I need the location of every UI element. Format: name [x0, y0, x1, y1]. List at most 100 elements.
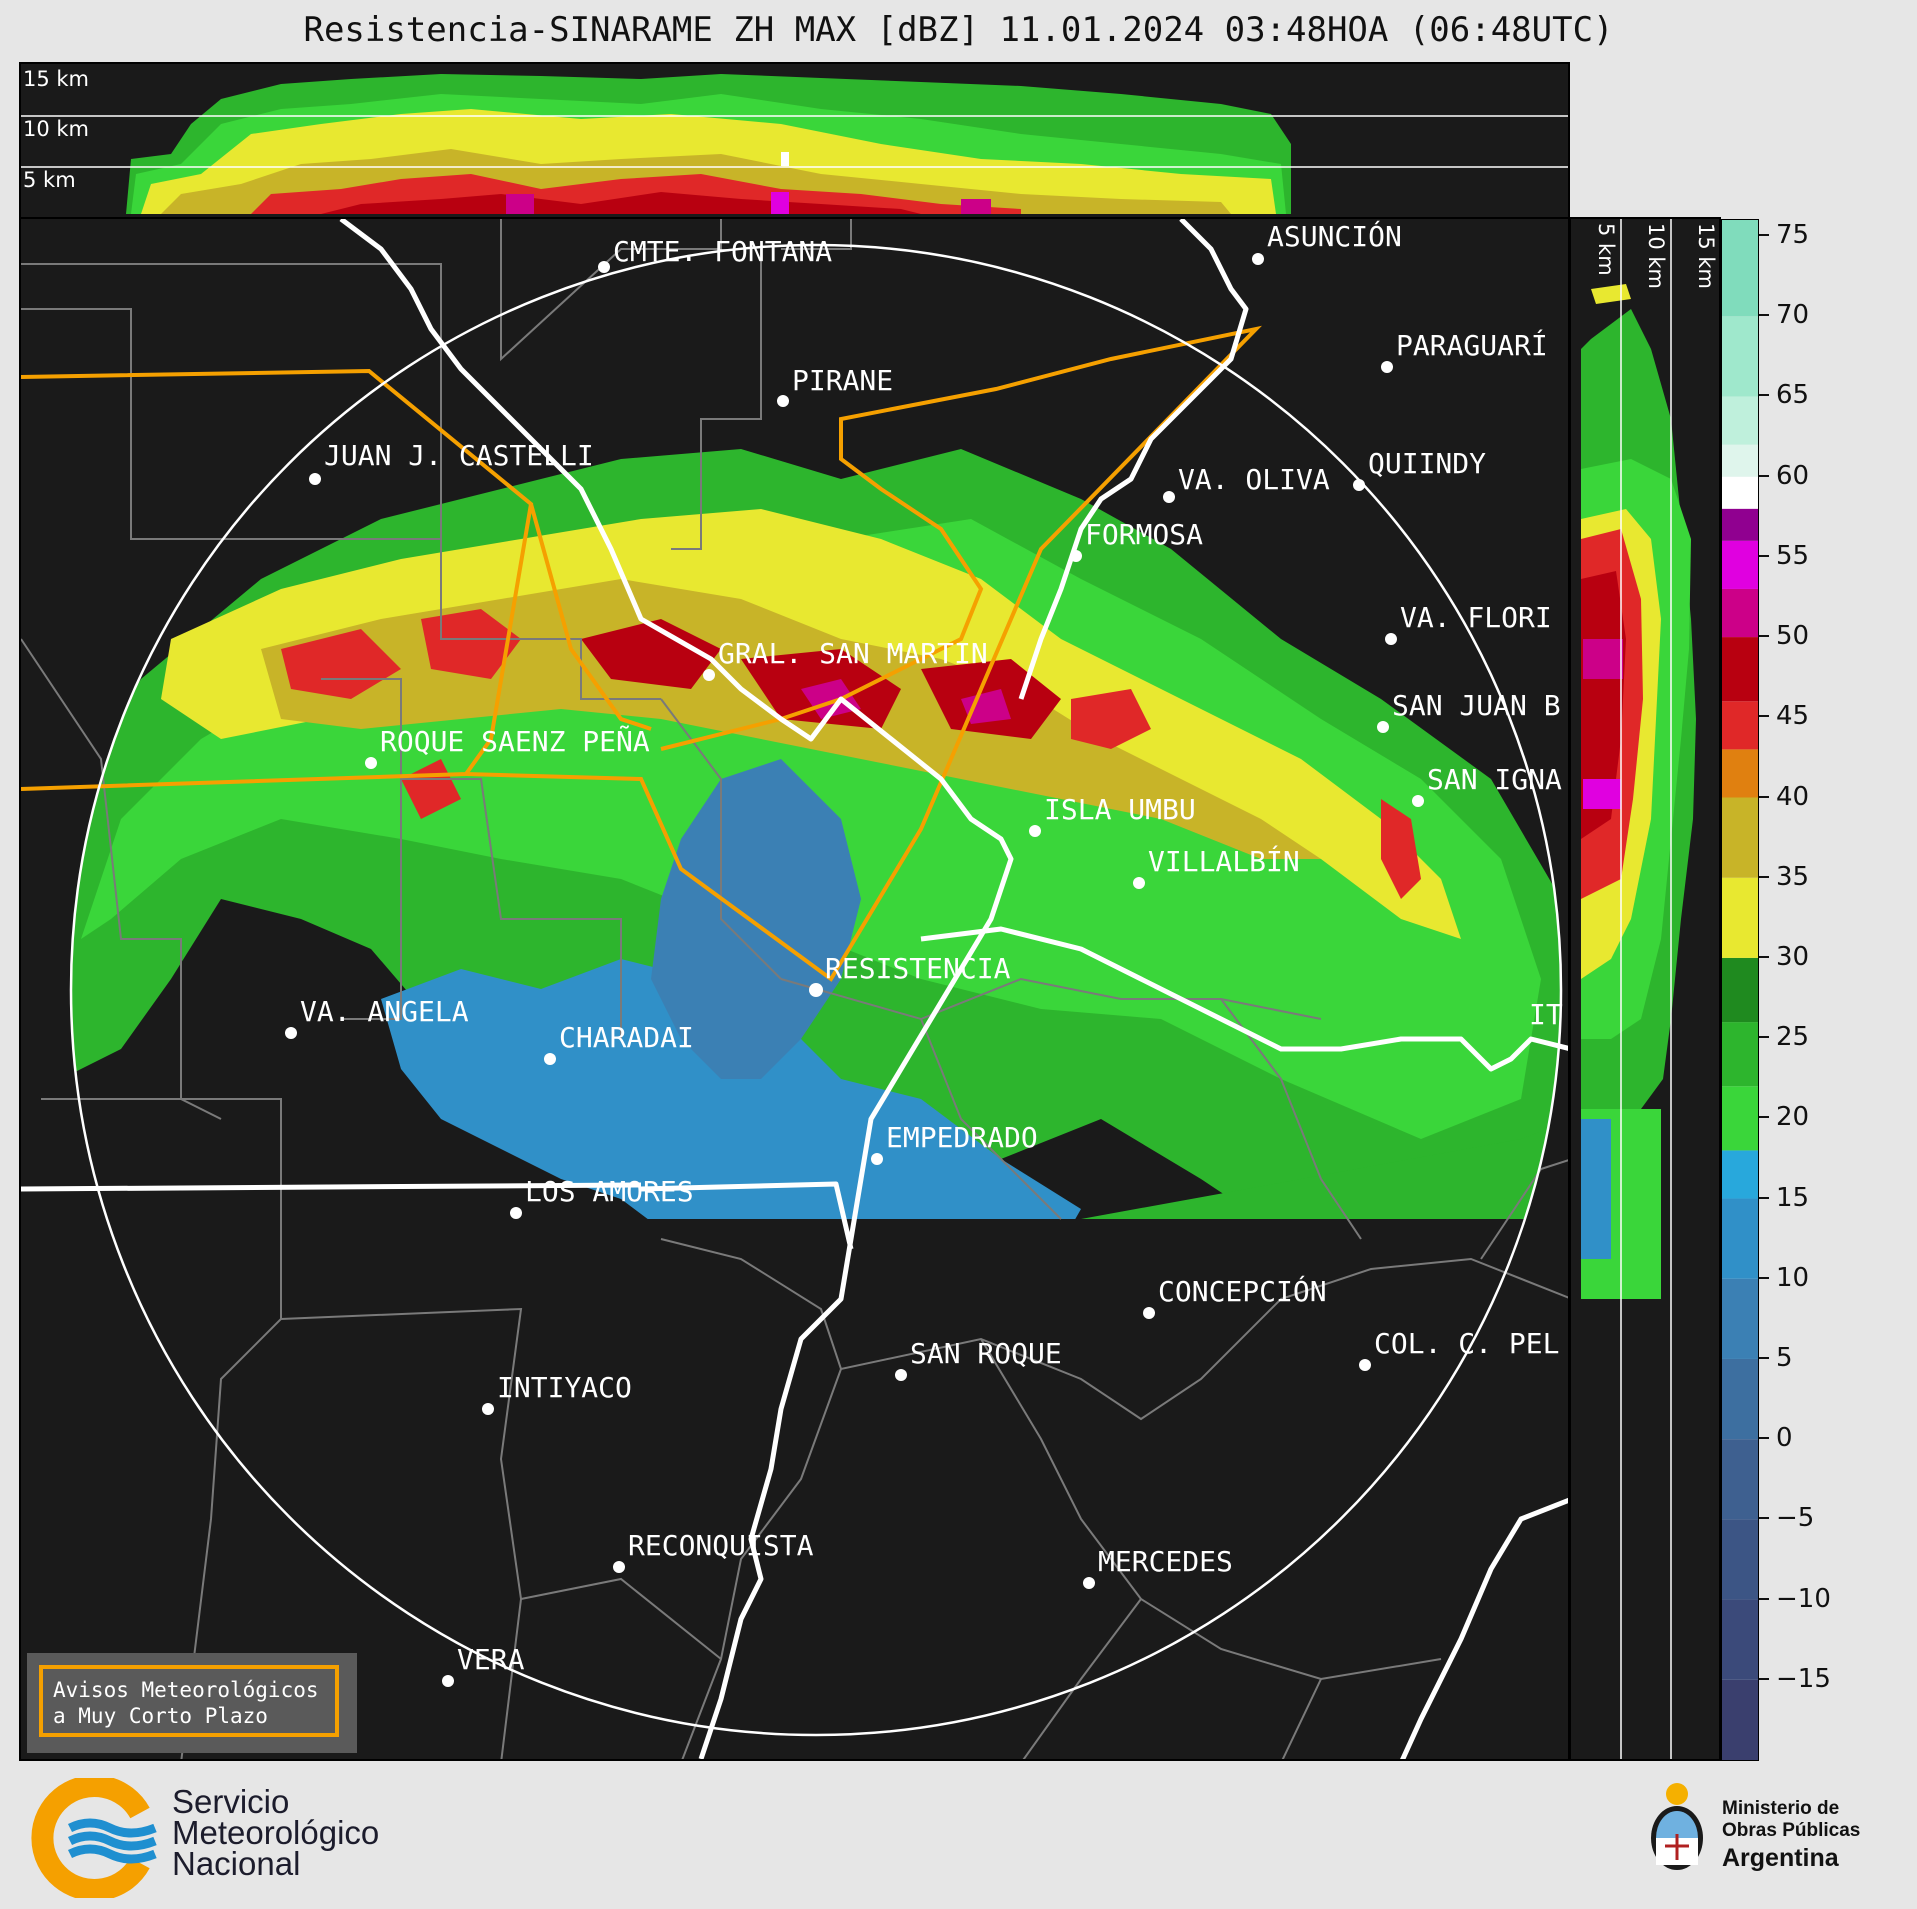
city-col-c-pel[interactable]: COL. C. PEL	[1359, 1327, 1559, 1371]
city-label: SAN JUAN B	[1392, 689, 1561, 722]
colorbar-band	[1722, 637, 1758, 702]
city-pirane[interactable]: PIRANE	[777, 364, 893, 407]
city-formosa[interactable]: FORMOSA	[1070, 518, 1203, 562]
alert-box-frame[interactable]: Avisos Meteorológicos a Muy Corto Plazo	[39, 1665, 339, 1737]
city-dot-icon	[285, 1027, 297, 1039]
city-roque-saenz-pena[interactable]: ROQUE SAENZ PEÑA	[365, 724, 650, 769]
colorbar-band	[1722, 1198, 1758, 1279]
city-dot-icon	[510, 1207, 522, 1219]
city-label: PIRANE	[792, 364, 893, 397]
colorbar-tick	[1759, 234, 1769, 237]
colorbar-tick-label: 0	[1776, 1423, 1793, 1454]
city-dot-icon	[871, 1153, 883, 1165]
city-dot-icon	[1163, 491, 1175, 503]
top-height-profile-plot: 15 km 10 km 5 km	[21, 67, 1568, 214]
city-label: ISLA UMBU	[1044, 793, 1196, 826]
city-intiyaco[interactable]: INTIYACO	[482, 1371, 632, 1415]
city-dot-icon	[365, 757, 377, 769]
city-dot-icon	[1385, 633, 1397, 645]
colorbar-tick	[1759, 875, 1769, 878]
city-reconquista[interactable]: RECONQUISTA	[613, 1529, 814, 1573]
ministry-line-2: Obras Públicas	[1722, 1820, 1861, 1841]
city-dot-icon	[1133, 877, 1145, 889]
ministry-name: Ministerio de Obras Públicas Argentina	[1722, 1798, 1860, 1874]
city-label: VA. OLIVA	[1178, 463, 1330, 496]
city-dot-icon	[1377, 721, 1389, 733]
city-label: JUAN J. CASTELLI	[324, 439, 594, 472]
city-dot-icon	[1029, 825, 1041, 837]
city-va-angela[interactable]: VA. ANGELA	[285, 995, 469, 1039]
city-label: COL. C. PEL	[1374, 1327, 1559, 1360]
colorbar-tick-label: 30	[1776, 941, 1810, 972]
argentina-coat-of-arms-icon	[1651, 1783, 1703, 1870]
city-label: VERA	[457, 1643, 525, 1676]
colorbar-tick-label: 25	[1776, 1022, 1810, 1053]
colorbar-tick-label: 15	[1776, 1182, 1810, 1213]
city-quiindy[interactable]: QUIINDY	[1353, 447, 1486, 491]
city-asuncion[interactable]: ASUNCIÓN	[1252, 219, 1402, 265]
radar-map[interactable]: CMTE. FONTANA ASUNCIÓN PIRANE PARAGUARÍ …	[21, 219, 1570, 1761]
city-villalbin[interactable]: VILLALBÍN	[1133, 844, 1300, 889]
page-title: Resistencia-SINARAME ZH MAX [dBZ] 11.01.…	[303, 10, 1614, 50]
colorbar-tick-label: 65	[1776, 380, 1810, 411]
city-charadai[interactable]: CHARADAI	[544, 1021, 694, 1065]
colorbar-tick-label: 55	[1776, 540, 1810, 571]
altitude-label-10km: 10 km	[1644, 223, 1668, 289]
smn-line-3: Nacional	[172, 1845, 301, 1882]
colorbar-tick	[1759, 1597, 1769, 1600]
city-resistencia[interactable]: RESISTENCIA	[809, 952, 1011, 997]
colorbar-tick-label: 10	[1776, 1262, 1810, 1293]
city-dot-icon	[1381, 361, 1393, 373]
top-height-profile-panel: 15 km 10 km 5 km	[19, 62, 1570, 220]
city-san-igna[interactable]: SAN IGNA	[1412, 763, 1562, 807]
colorbar-band	[1722, 1599, 1758, 1680]
radar-map-panel[interactable]: CMTE. FONTANA ASUNCIÓN PIRANE PARAGUARÍ …	[19, 217, 1570, 1761]
city-label: MERCEDES	[1098, 1545, 1233, 1578]
colorbar-band	[1722, 1150, 1758, 1199]
colorbar-tick	[1759, 474, 1769, 477]
smn-line-2: Meteorológico	[172, 1814, 380, 1851]
city-label: ASUNCIÓN	[1267, 219, 1402, 253]
colorbar-tick	[1759, 1437, 1769, 1440]
city-va-flori[interactable]: VA. FLORI	[1385, 601, 1552, 645]
city-label: ROQUE SAENZ PEÑA	[380, 724, 650, 758]
city-va-oliva[interactable]: VA. OLIVA	[1163, 463, 1330, 503]
city-san-juan-b[interactable]: SAN JUAN B	[1377, 689, 1561, 733]
city-dot-icon	[1359, 1359, 1371, 1371]
city-mercedes[interactable]: MERCEDES	[1083, 1545, 1233, 1589]
colorbar-tick-label: 50	[1776, 621, 1810, 652]
colorbar-tick	[1759, 1116, 1769, 1119]
city-vera[interactable]: VERA	[442, 1643, 525, 1687]
colorbar-band	[1722, 508, 1758, 541]
alert-line-1: Avisos Meteorológicos	[53, 1678, 319, 1702]
colorbar-tick	[1759, 1036, 1769, 1039]
city-los-amores[interactable]: LOS AMORES	[510, 1175, 694, 1219]
city-label: FORMOSA	[1085, 518, 1203, 551]
city-gral-san-martin[interactable]: GRAL. SAN MARTIN	[703, 637, 988, 681]
warning-area-outline	[21, 325, 1263, 982]
city-label: SAN IGNA	[1427, 763, 1562, 796]
colorbar-tick-label: −15	[1776, 1663, 1831, 1694]
colorbar-tick	[1759, 1517, 1769, 1520]
city-isla-umbu[interactable]: ISLA UMBU	[1029, 793, 1196, 837]
city-juan-j-castelli[interactable]: JUAN J. CASTELLI	[309, 439, 594, 485]
city-concepcion[interactable]: CONCEPCIÓN	[1143, 1274, 1327, 1319]
city-label: IT	[1529, 998, 1563, 1031]
city-label: VILLALBÍN	[1148, 844, 1300, 878]
alert-box[interactable]: Avisos Meteorológicos a Muy Corto Plazo	[27, 1653, 357, 1753]
city-it[interactable]: IT	[1529, 998, 1563, 1031]
top-profile-echoes	[126, 74, 1291, 214]
colorbar-band	[1722, 877, 1758, 958]
colorbar-band	[1722, 1679, 1758, 1760]
colorbar-tick	[1759, 1356, 1769, 1359]
city-empedrado[interactable]: EMPEDRADO	[871, 1121, 1038, 1165]
radar-site-icon	[809, 983, 823, 997]
city-dot-icon	[1353, 479, 1365, 491]
city-paraguari[interactable]: PARAGUARÍ	[1381, 328, 1548, 373]
colorbar-tick	[1759, 1276, 1769, 1279]
city-label: GRAL. SAN MARTIN	[718, 637, 988, 670]
city-dot-icon	[544, 1053, 556, 1065]
smn-name: Servicio Meteorológico Nacional	[172, 1785, 380, 1882]
city-san-roque[interactable]: SAN ROQUE	[895, 1337, 1062, 1381]
city-cmte-fontana[interactable]: CMTE. FONTANA	[598, 235, 832, 273]
